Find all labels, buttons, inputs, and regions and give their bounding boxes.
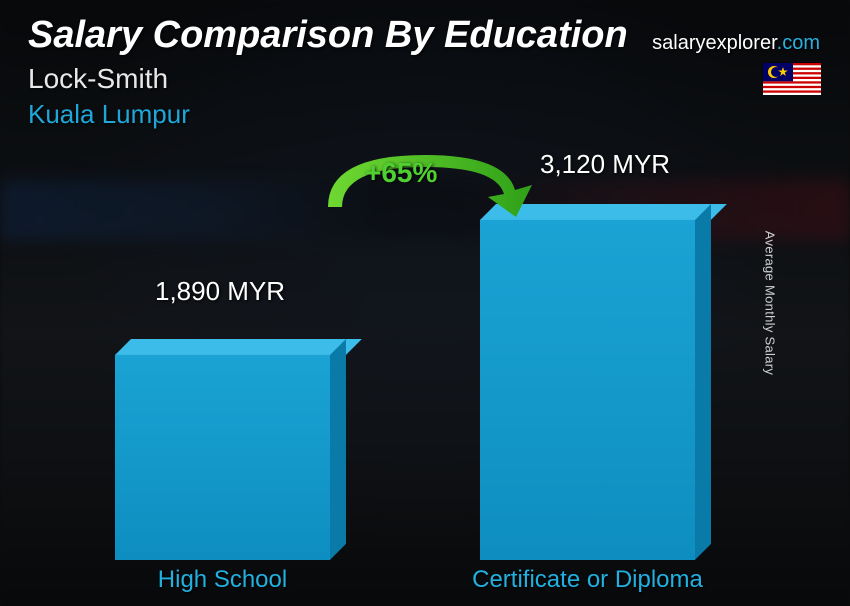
bar-value: 1,890 MYR [155,276,285,307]
bar-side-face [330,339,346,560]
bar-front-face [480,220,695,560]
bar-high-school: 1,890 MYR [115,355,330,560]
bar-top-face [115,339,362,355]
bar-label: Certificate or Diploma [472,566,703,594]
bar-certificate: 3,120 MYR [480,220,695,560]
bar-front-face [115,355,330,560]
bar-label: High School [158,566,287,594]
bar-chart: 1,890 MYR High School 3,120 MYR Certific… [0,0,850,606]
bar-value: 3,120 MYR [540,149,670,180]
bar-side-face [695,204,711,560]
increase-percent: +65% [365,157,437,189]
